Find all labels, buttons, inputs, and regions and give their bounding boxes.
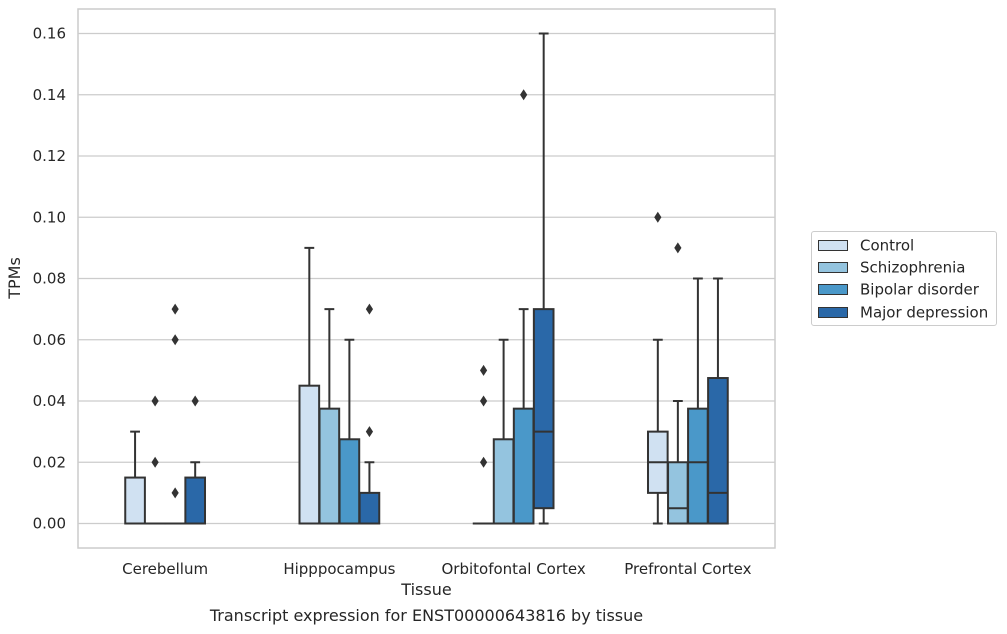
x-axis-label: Tissue — [400, 580, 451, 599]
box-schizophrenia — [667, 242, 689, 525]
y-tick-label: 0.10 — [33, 208, 66, 226]
y-tick-label: 0.14 — [33, 86, 66, 104]
outlier-point — [479, 395, 488, 407]
box-bipolar-disorder — [512, 89, 535, 525]
box-bipolar-disorder — [164, 303, 186, 525]
box-body — [298, 384, 321, 525]
box-plots — [124, 32, 729, 525]
outlier-point — [171, 303, 179, 315]
outlier-point — [479, 364, 488, 376]
outlier-point — [171, 487, 179, 499]
legend-swatch — [818, 284, 848, 295]
box-major-depression — [532, 32, 555, 525]
box-schizophrenia — [318, 308, 341, 525]
outlier-point — [151, 456, 159, 468]
legend-label: Schizophrenia — [860, 258, 966, 277]
y-tick-label: 0.04 — [33, 392, 66, 410]
box-control — [298, 246, 321, 525]
y-tick-label: 0.12 — [33, 147, 66, 165]
box-body — [338, 438, 361, 525]
x-tick-label: Hipppocampus — [283, 560, 395, 578]
outlier-point — [654, 211, 662, 223]
box-body — [687, 407, 709, 525]
legend-item-control: Control — [818, 235, 914, 255]
box-bipolar-disorder — [338, 338, 361, 525]
y-axis-label: TPMs — [5, 257, 24, 300]
y-tick-label: 0.02 — [33, 453, 66, 471]
box-control — [472, 364, 495, 525]
plot-frame — [77, 8, 776, 549]
y-tick-label: 0.00 — [33, 515, 66, 533]
legend-label: Major depression — [860, 303, 989, 322]
box-body — [492, 438, 515, 525]
box-body — [124, 476, 146, 525]
figure-caption: Transcript expression for ENST0000064381… — [209, 606, 644, 625]
grid-lines — [78, 32, 775, 525]
x-tick-label: Cerebellum — [122, 560, 208, 578]
outlier-point — [365, 426, 374, 438]
box-schizophrenia — [492, 338, 515, 525]
outlier-point — [674, 242, 682, 254]
y-tick-label: 0.16 — [33, 25, 66, 43]
legend-label: Bipolar disorder — [860, 280, 979, 299]
legend: Control Schizophrenia Bipolar disorder M… — [811, 231, 997, 326]
outlier-point — [151, 395, 159, 407]
legend-item-schizophrenia: Schizophrenia — [818, 257, 965, 277]
box-body — [707, 377, 729, 525]
box-major-depression — [184, 395, 207, 525]
box-major-depression — [707, 277, 729, 525]
outlier-point — [365, 303, 374, 315]
legend-label: Control — [860, 236, 915, 255]
x-tick-label: Orbitofontal Cortex — [442, 560, 586, 578]
x-tick-label: Prefrontal Cortex — [624, 560, 751, 578]
outlier-point — [171, 334, 179, 346]
box-body — [358, 491, 381, 525]
box-control — [124, 430, 146, 525]
box-body — [667, 461, 689, 525]
x-tick-labels: Cerebellum Hipppocampus Orbitofontal Corte… — [122, 560, 751, 578]
outlier-point — [520, 89, 528, 101]
y-tick-label: 0.06 — [33, 331, 66, 349]
box-body — [184, 476, 207, 525]
box-major-depression — [358, 303, 381, 525]
y-tick-label: 0.08 — [33, 270, 66, 288]
y-tick-labels: 0.00 0.02 0.04 0.06 0.08 0.10 0.12 0.14 0.16 — [33, 25, 66, 533]
box-control — [646, 211, 669, 525]
box-schizophrenia — [144, 395, 166, 525]
legend-swatch — [818, 307, 848, 318]
legend-item-major-depression: Major depression — [818, 302, 988, 322]
legend-swatch — [818, 240, 848, 251]
legend-swatch — [818, 262, 848, 273]
box-body — [318, 407, 341, 525]
box-body — [532, 308, 555, 510]
legend-item-bipolar-disorder: Bipolar disorder — [818, 279, 979, 299]
box-body — [512, 407, 535, 525]
outlier-point — [191, 395, 199, 407]
outlier-point — [479, 456, 488, 468]
